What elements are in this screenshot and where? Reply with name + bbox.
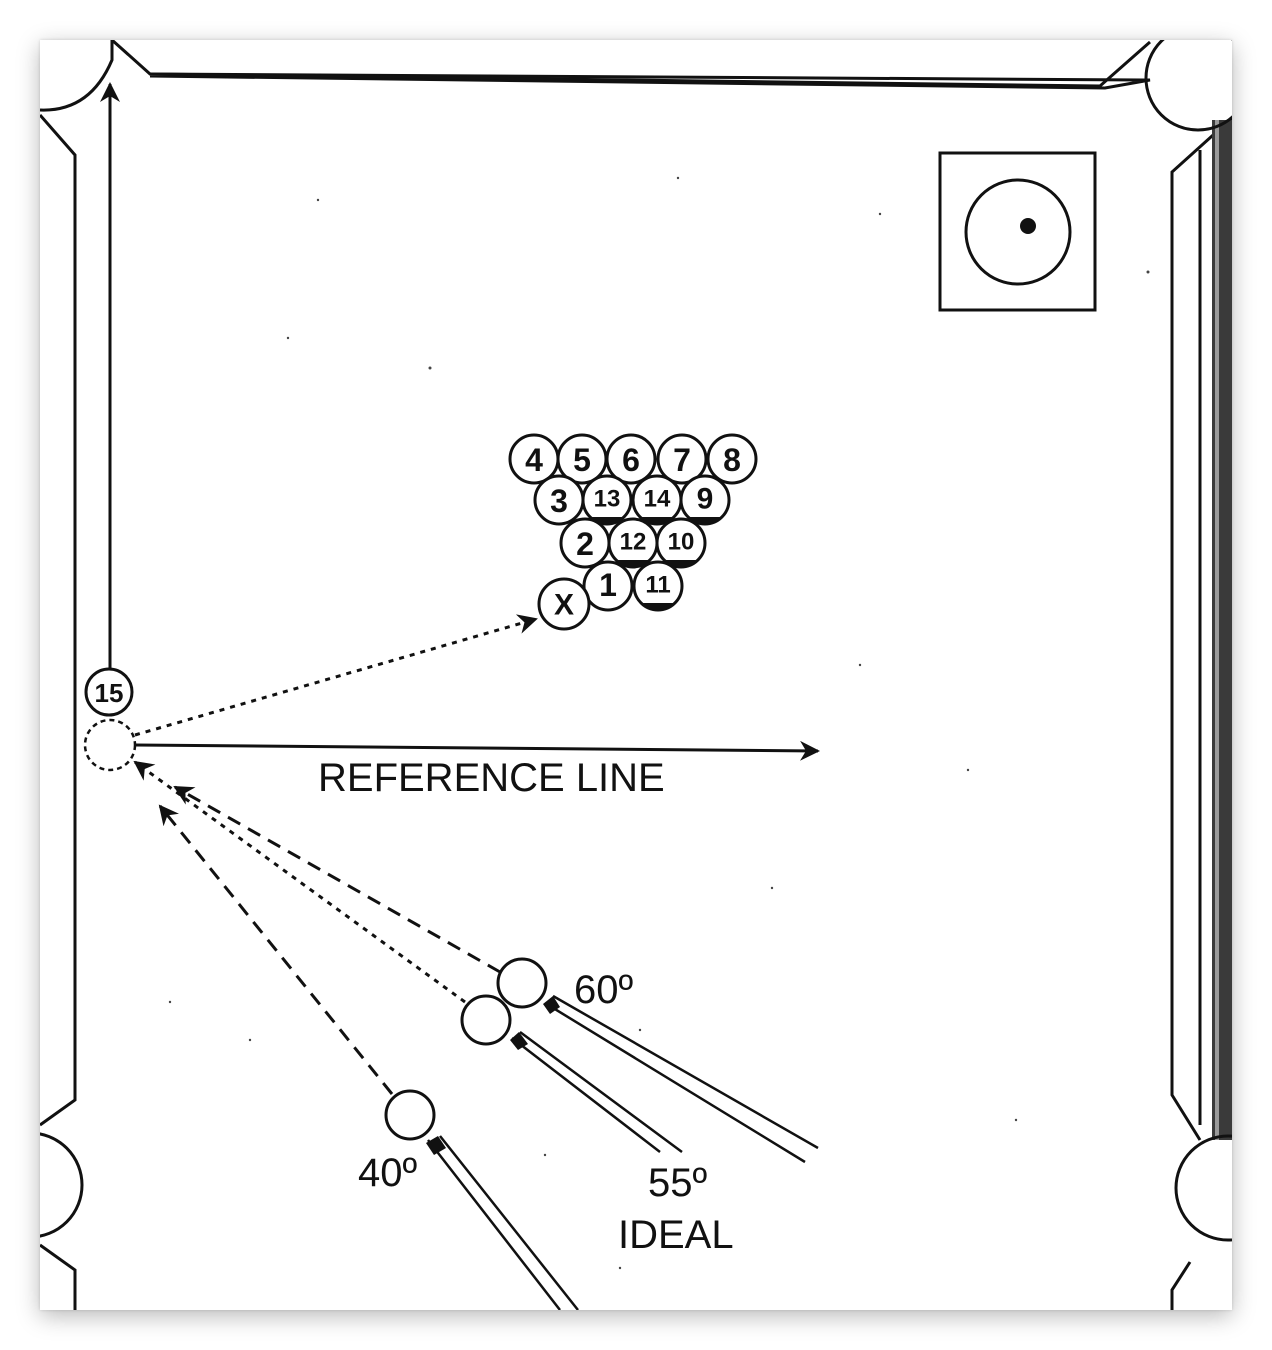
cue-path-to-x	[134, 614, 538, 737]
approach-path-55	[133, 760, 466, 1004]
pocket-top-right	[1144, 40, 1232, 132]
reference-line	[134, 740, 820, 761]
angle-label-60: 60º	[574, 968, 633, 1012]
cue-ball-55	[460, 994, 512, 1046]
svg-text:10: 10	[668, 529, 695, 556]
svg-text:13: 13	[594, 486, 621, 513]
angle-label-55: 55º	[648, 1161, 707, 1205]
svg-text:2: 2	[576, 526, 594, 562]
svg-text:9: 9	[697, 483, 714, 516]
rack-ball-3: 3	[533, 474, 585, 526]
svg-text:8: 8	[723, 442, 741, 478]
ghost-ball	[83, 718, 137, 772]
approach-path-40	[158, 804, 394, 1095]
svg-text:6: 6	[622, 442, 640, 478]
target-ball-x: X	[537, 577, 591, 631]
cue-stick-40	[426, 1135, 579, 1310]
rack-ball-1: 1	[582, 560, 634, 612]
cue-ball-60	[496, 957, 548, 1009]
approach-path-60	[173, 785, 501, 974]
cue-stick-55	[510, 1030, 683, 1154]
svg-text:1: 1	[599, 567, 617, 603]
rack-ball-2: 2	[559, 517, 611, 569]
rack-ball-7: 7	[656, 433, 708, 485]
pocket-bottom-left	[40, 1132, 84, 1238]
rack-ball-9: 9	[679, 474, 731, 526]
svg-text:12: 12	[620, 529, 647, 556]
svg-text:5: 5	[573, 442, 591, 478]
angle-label-ideal: IDEAL	[618, 1213, 734, 1257]
svg-text:15: 15	[95, 678, 124, 708]
svg-text:3: 3	[550, 483, 568, 519]
paper-specks	[168, 176, 1150, 1270]
rack-ball-10: 10	[655, 517, 707, 569]
svg-text:X: X	[554, 589, 574, 622]
pocket-top-left	[40, 40, 114, 112]
ball-rack: 4 5 6 7 8 3 13 14 9 2 12 10 1 11 X	[508, 433, 758, 631]
cue-ball-40	[384, 1089, 436, 1141]
rack-ball-11: 11	[632, 560, 684, 612]
rack-ball-8: 8	[706, 433, 758, 485]
rack-ball-13: 13	[581, 474, 633, 526]
pool-table	[40, 40, 1232, 1310]
reference-line-label: REFERENCE LINE	[318, 756, 665, 800]
billiards-diagram: REFERENCE LINE 15 40º 55º IDEAL 60º 4	[40, 40, 1232, 1310]
svg-text:11: 11	[645, 572, 670, 599]
angle-label-40: 40º	[358, 1151, 417, 1195]
cue-stick-60	[543, 994, 819, 1164]
svg-text:4: 4	[525, 442, 543, 478]
ball-15: 15	[84, 667, 134, 717]
rack-ball-5: 5	[556, 433, 608, 485]
rack-ball-6: 6	[605, 433, 657, 485]
rack-ball-14: 14	[631, 474, 683, 526]
pocket-bottom-right	[1174, 1134, 1232, 1242]
spot-marker	[938, 151, 1097, 312]
svg-text:14: 14	[644, 486, 671, 513]
svg-text:7: 7	[673, 442, 691, 478]
rack-ball-12: 12	[607, 517, 659, 569]
rack-ball-4: 4	[508, 433, 560, 485]
